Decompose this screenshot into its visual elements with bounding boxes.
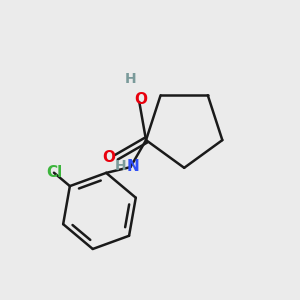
Text: H: H xyxy=(115,159,127,173)
Text: N: N xyxy=(127,159,140,174)
Text: Cl: Cl xyxy=(46,165,62,180)
Text: O: O xyxy=(103,150,116,165)
Text: O: O xyxy=(134,92,147,106)
Text: H: H xyxy=(125,72,137,86)
